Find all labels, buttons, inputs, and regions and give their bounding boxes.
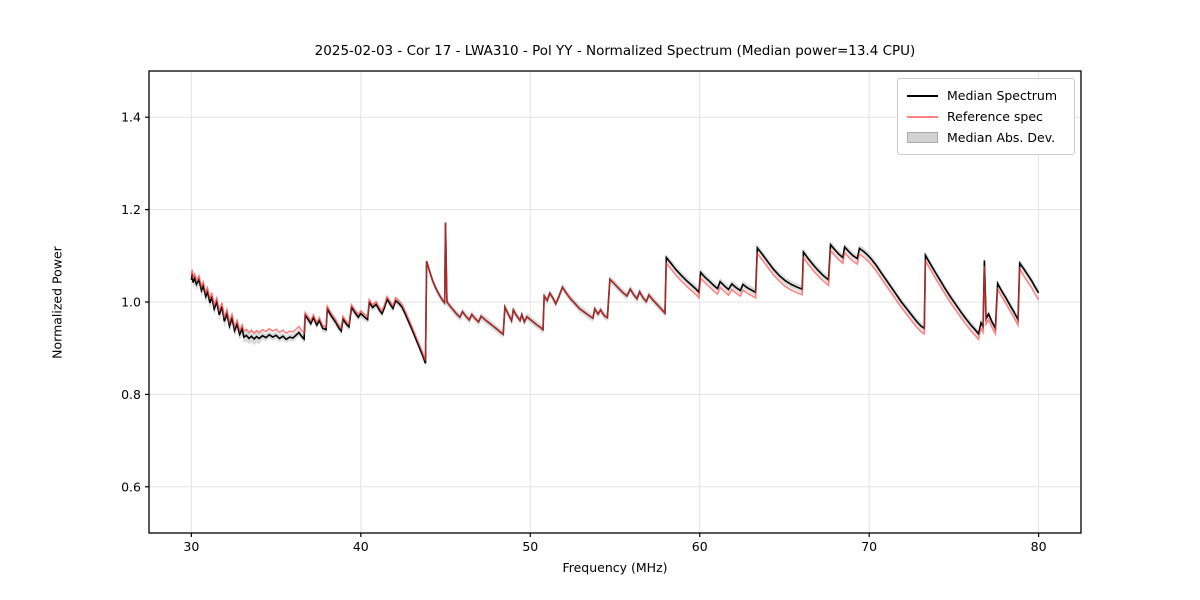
legend-entry-reference: Reference spec — [907, 106, 1064, 127]
x-tick-label: 40 — [353, 539, 369, 554]
x-tick-label: 70 — [861, 539, 877, 554]
x-tick-label: 50 — [522, 539, 538, 554]
legend-label-median: Median Spectrum — [947, 88, 1058, 103]
y-axis-label: Normalized Power — [49, 246, 65, 359]
mad-patch-swatch — [907, 132, 938, 143]
legend-label-mad: Median Abs. Dev. — [947, 130, 1056, 145]
y-tick-label: 1.2 — [121, 202, 141, 217]
mad-band — [191, 218, 1039, 368]
legend-entry-median: Median Spectrum — [907, 85, 1064, 106]
reference-spec-line-swatch — [907, 115, 938, 118]
median-spectrum-line — [190, 222, 1040, 364]
y-tick-label: 0.8 — [121, 387, 141, 402]
reference-spec-line — [190, 222, 1040, 361]
legend-entry-mad: Median Abs. Dev. — [907, 127, 1064, 148]
y-tick-label: 1.0 — [121, 295, 141, 310]
x-tick-label: 60 — [692, 539, 708, 554]
y-tick-label: 1.4 — [121, 110, 141, 125]
legend-box: Median Spectrum Reference spec Median Ab… — [897, 78, 1075, 155]
y-tick-label: 0.6 — [121, 479, 141, 494]
x-axis-label: Frequency (MHz) — [562, 560, 668, 575]
legend-label-reference: Reference spec — [947, 109, 1043, 124]
x-tick-label: 80 — [1031, 539, 1047, 554]
plot-title: 2025-02-03 - Cor 17 - LWA310 - Pol YY - … — [314, 43, 916, 59]
x-tick-label: 30 — [183, 539, 199, 554]
median-spectrum-line-swatch — [907, 94, 938, 97]
